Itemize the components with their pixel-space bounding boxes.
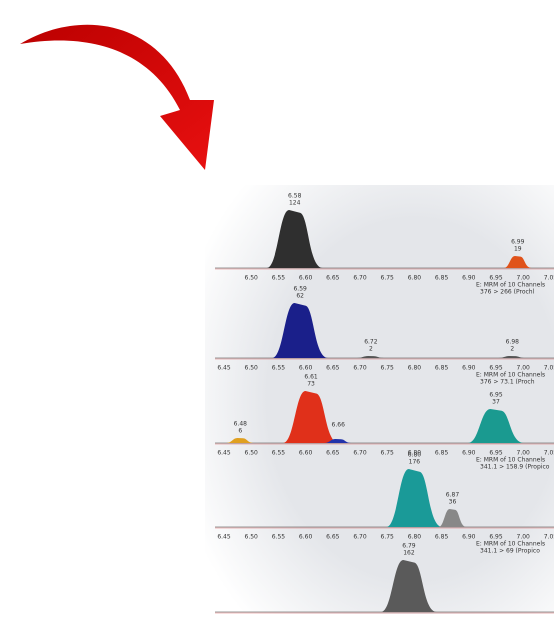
peak-time: 6.59 — [293, 286, 307, 293]
x-tick-label: 6.85 — [435, 450, 449, 457]
x-tick-label: 6.65 — [326, 275, 340, 282]
x-tick-label: 6.45 — [217, 534, 231, 541]
peak-count: 124 — [289, 200, 301, 207]
peak-time: 6.66 — [332, 422, 346, 429]
x-tick-label: 6.55 — [272, 450, 286, 457]
x-tick-label: 6.75 — [381, 365, 395, 372]
x-tick-label: 6.95 — [489, 275, 503, 282]
x-tick-label: 6.75 — [381, 450, 395, 457]
x-tick-label: 6.95 — [489, 365, 503, 372]
x-tick-label: 6.65 — [326, 365, 340, 372]
channel-label: E: MRM of 10 Channels — [476, 457, 545, 464]
peak-count: 37 — [492, 399, 500, 406]
x-tick-label: 6.65 — [326, 534, 340, 541]
peak-time: 6.72 — [364, 339, 378, 346]
x-tick-label: 7.05 — [544, 450, 554, 457]
x-tick-label: 6.55 — [272, 275, 286, 282]
x-tick-label: 6.70 — [353, 450, 367, 457]
x-tick-label: 6.80 — [408, 365, 422, 372]
transition-label: 376 > 266 (Prochl — [480, 289, 535, 296]
x-tick-label: 7.00 — [517, 365, 531, 372]
x-tick-label: 7.00 — [517, 450, 531, 457]
peak-count: 2 — [369, 346, 373, 353]
peak-time: 6.80 — [408, 452, 422, 459]
x-tick-label: 6.45 — [217, 365, 231, 372]
x-tick-label: 6.60 — [299, 450, 313, 457]
x-tick-label: 7.05 — [544, 365, 554, 372]
x-tick-label: 6.95 — [489, 534, 503, 541]
peak-count: 36 — [449, 499, 457, 506]
x-tick-label: 6.65 — [326, 450, 340, 457]
transition-label: 341.1 > 158.9 (Propico — [480, 464, 550, 471]
peak-time: 6.87 — [446, 492, 460, 499]
x-tick-label: 7.00 — [517, 534, 531, 541]
peak-time: 6.79 — [402, 543, 416, 550]
peak-time: 6.58 — [288, 193, 302, 200]
peak-time: 6.48 — [234, 421, 248, 428]
peak-count: 19 — [514, 246, 522, 253]
photo: 6.50 6.55 6.60 6.65 6.70 6.75 6.80 6.85 6.90 6.95… — [0, 0, 554, 614]
x-tick-label: 6.80 — [408, 275, 422, 282]
x-tick-label: 6.50 — [245, 450, 259, 457]
x-tick-label: 6.60 — [299, 534, 313, 541]
channel-label: E: MRM of 10 Channels — [476, 372, 545, 379]
peak-count: 2 — [510, 346, 514, 353]
x-tick-label: 6.95 — [489, 450, 503, 457]
peak-count: 62 — [296, 293, 304, 300]
peak-count: 162 — [403, 550, 415, 557]
x-tick-label: 6.50 — [245, 534, 259, 541]
x-tick-label: 6.60 — [299, 275, 313, 282]
x-tick-label: 6.60 — [299, 365, 313, 372]
peak-count: 73 — [307, 381, 315, 388]
peak-count: 176 — [409, 459, 421, 466]
x-tick-label: 6.45 — [217, 450, 231, 457]
x-tick-label: 6.90 — [462, 365, 476, 372]
x-tick-label: 6.55 — [272, 365, 286, 372]
peak-time: 6.98 — [506, 339, 520, 346]
transition-label: 341.1 > 69 (Propico — [480, 548, 540, 555]
arrow — [20, 25, 214, 170]
x-tick-label: 6.70 — [353, 275, 367, 282]
x-tick-label: 6.50 — [245, 275, 259, 282]
x-tick-label: 7.05 — [544, 534, 554, 541]
x-tick-label: 6.50 — [245, 365, 259, 372]
x-tick-label: 6.55 — [272, 534, 286, 541]
x-tick-label: 6.90 — [462, 275, 476, 282]
x-tick-label: 6.70 — [353, 365, 367, 372]
x-tick-label: 6.70 — [353, 534, 367, 541]
peak-count: 6 — [238, 428, 242, 435]
peak-time: 6.95 — [489, 392, 503, 399]
x-tick-label: 6.80 — [408, 534, 422, 541]
transition-label: 376 > 73.1 (Proch — [480, 379, 535, 386]
x-tick-label: 6.90 — [462, 450, 476, 457]
x-tick-label: 6.75 — [381, 275, 395, 282]
x-tick-label: 6.85 — [435, 365, 449, 372]
channel-label: E: MRM of 10 Channels — [476, 541, 545, 548]
x-tick-label: 6.75 — [381, 534, 395, 541]
x-tick-label: 7.00 — [517, 275, 531, 282]
peak-time: 6.61 — [304, 374, 318, 381]
x-tick-label: 6.85 — [435, 534, 449, 541]
peak-time: 6.99 — [511, 239, 525, 246]
x-tick-label: 6.85 — [435, 275, 449, 282]
x-tick-label: 7.05 — [544, 275, 554, 282]
channel-label: E: MRM of 10 Channels — [476, 282, 545, 289]
x-tick-label: 6.90 — [462, 534, 476, 541]
